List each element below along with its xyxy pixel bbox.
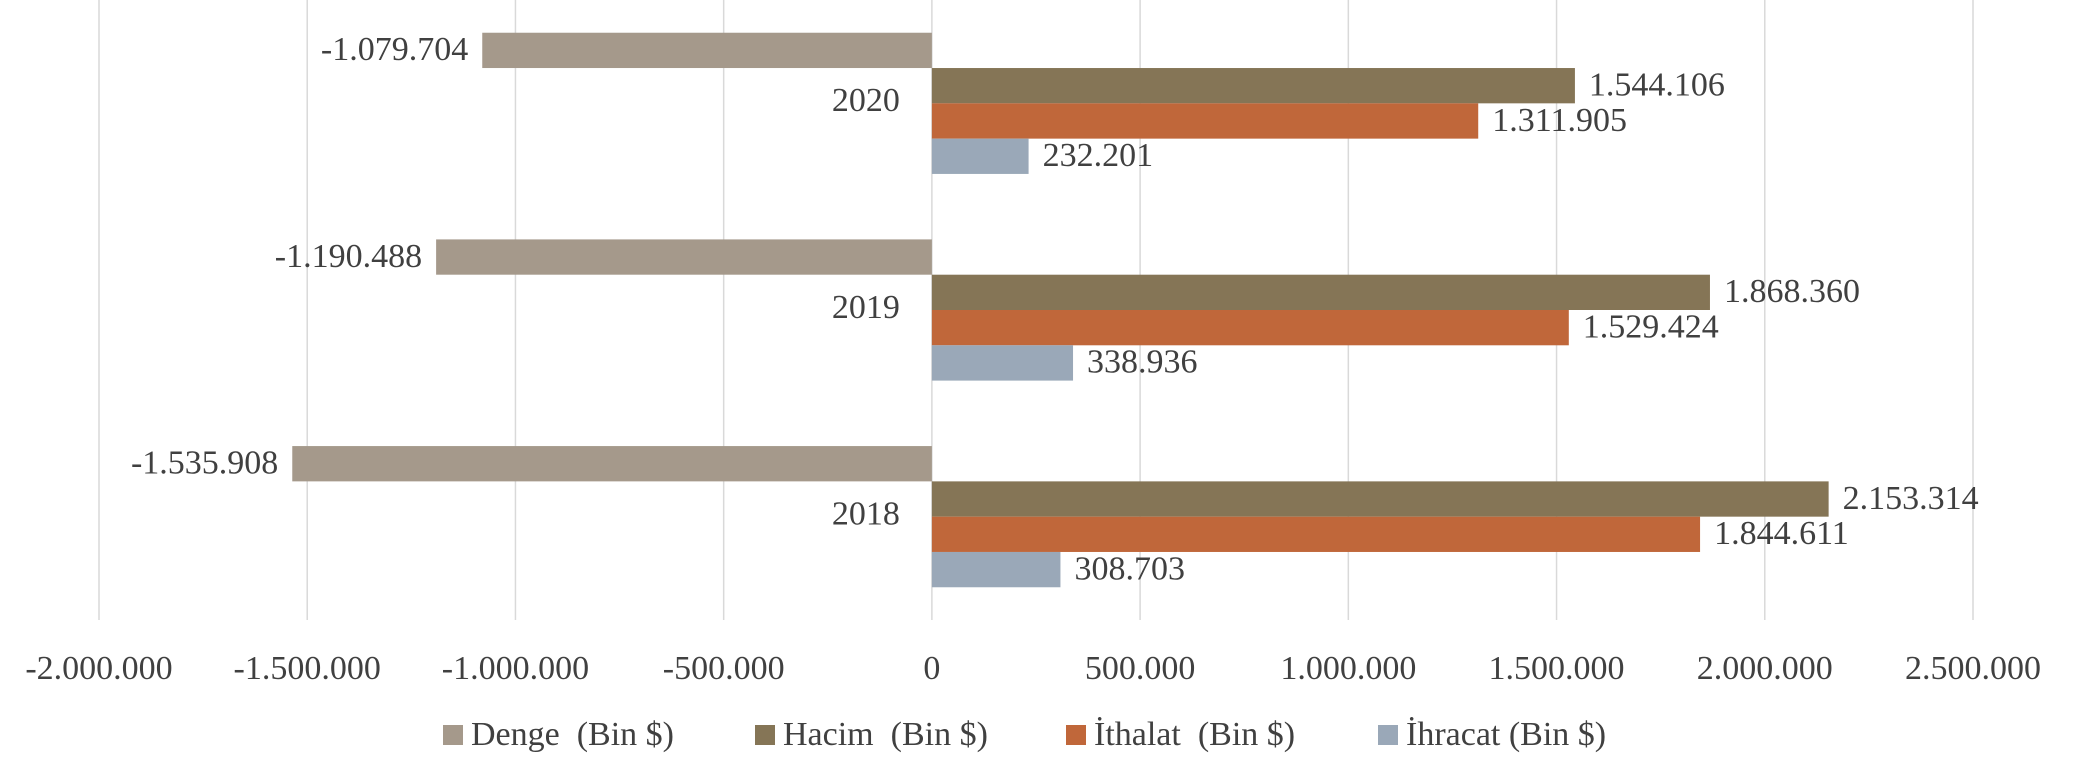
legend-label: İhracat (Bin $)	[1406, 716, 1606, 753]
category-label: 2020	[832, 82, 900, 119]
bar	[292, 446, 932, 482]
bar	[931, 481, 1829, 517]
bar	[931, 345, 1074, 381]
bar	[931, 274, 1710, 310]
bar	[931, 138, 1029, 174]
legend-swatch	[1066, 725, 1086, 745]
data-label: 308.703	[1074, 550, 1185, 587]
bar	[931, 68, 1575, 104]
category-label: 2018	[832, 495, 900, 532]
legend-swatch	[1378, 725, 1398, 745]
x-tick-label: 2.000.000	[1697, 650, 1833, 687]
data-label: 1.311.905	[1492, 102, 1627, 139]
bar	[482, 32, 932, 69]
data-label: -1.079.704	[321, 31, 468, 68]
data-label: -1.535.908	[131, 445, 278, 482]
legend-swatch	[443, 725, 463, 745]
legend-label: Hacim (Bin $)	[783, 716, 988, 753]
data-label: 1.868.360	[1724, 273, 1860, 310]
x-tick-label: 1.000.000	[1280, 650, 1416, 687]
data-label: 2.153.314	[1843, 480, 1979, 517]
bar	[931, 516, 1701, 552]
category-label: 2019	[832, 289, 900, 326]
bar	[931, 310, 1569, 346]
legend-swatch	[755, 725, 775, 745]
legend-label: İthalat (Bin $)	[1094, 716, 1295, 753]
data-label: 338.936	[1087, 344, 1198, 381]
data-label: 232.201	[1043, 137, 1154, 174]
bar	[436, 239, 932, 275]
bar	[931, 103, 1479, 139]
data-label: 1.544.106	[1589, 66, 1725, 103]
x-tick-label: -500.000	[663, 650, 785, 687]
data-label: -1.190.488	[275, 238, 422, 275]
data-label: 1.844.611	[1714, 515, 1849, 552]
x-tick-label: 500.000	[1085, 650, 1196, 687]
x-tick-label: 0	[923, 650, 940, 687]
x-tick-label: -1.500.000	[234, 650, 381, 687]
x-tick-label: -2.000.000	[25, 650, 172, 687]
x-tick-label: 1.500.000	[1489, 650, 1625, 687]
x-tick-label: -1.000.000	[442, 650, 589, 687]
bar	[931, 551, 1061, 588]
legend-label: Denge (Bin $)	[471, 716, 674, 753]
data-label: 1.529.424	[1583, 308, 1719, 345]
x-tick-label: 2.500.000	[1905, 650, 2041, 687]
